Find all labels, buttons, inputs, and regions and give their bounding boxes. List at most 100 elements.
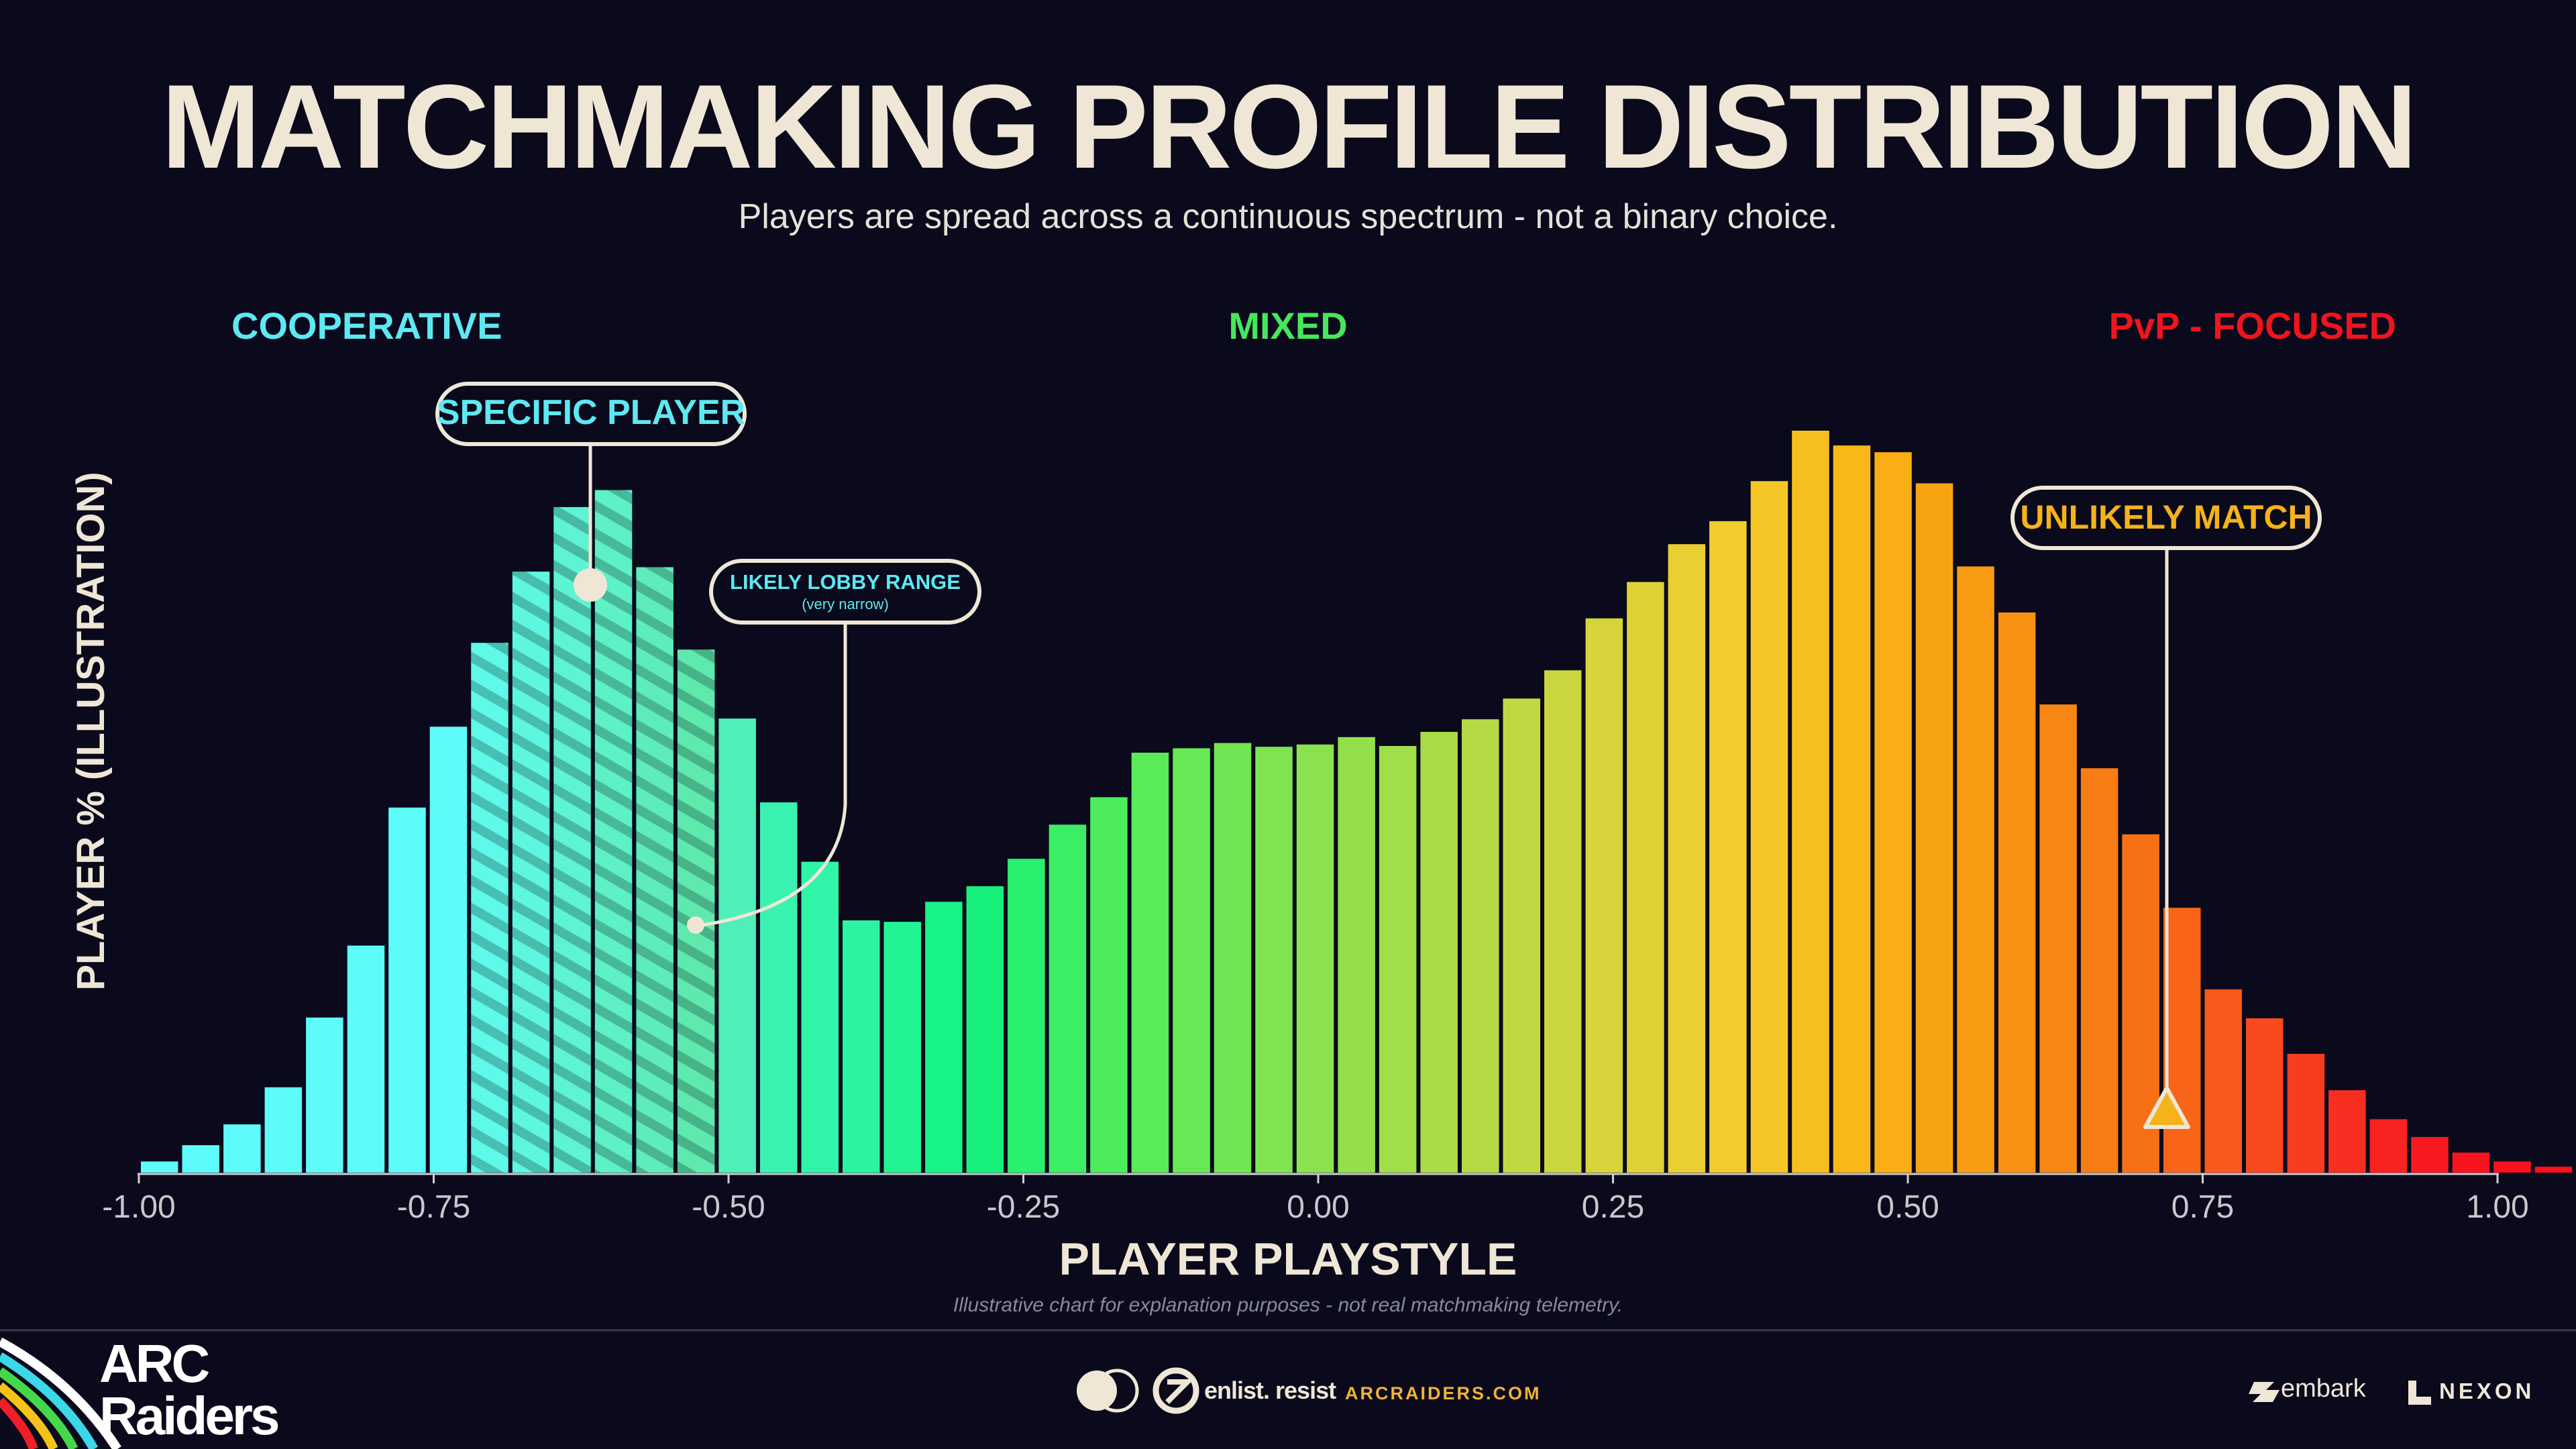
bar-4 <box>306 1017 343 1173</box>
bar-34 <box>1544 670 1582 1173</box>
bar-18 <box>883 922 921 1173</box>
zone-label-pvp-focused: PvP - FOCUSED <box>2109 305 2396 347</box>
nexon-logo-icon <box>2408 1381 2431 1405</box>
logo-stripe-cyan <box>0 1352 99 1449</box>
callout-unlikely-pill <box>2010 486 2322 550</box>
bar-24 <box>1131 753 1169 1173</box>
bar-20 <box>966 886 1004 1173</box>
bar-33 <box>1503 698 1540 1173</box>
chart-title: MATCHMAKING PROFILE DISTRIBUTION <box>161 60 2414 193</box>
bar-37 <box>1668 544 1706 1173</box>
bar-19 <box>925 902 963 1173</box>
lobby-hatch-11 <box>594 490 633 1173</box>
bar-7 <box>429 727 468 1173</box>
bar-42 <box>1874 452 1912 1173</box>
y-axis-title: PLAYER % (ILLUSTRATION) <box>69 472 113 990</box>
bar-36 <box>1627 582 1664 1173</box>
arc-raiders-logo: ARC Raiders <box>0 1334 281 1449</box>
publisher-nexon: NEXON <box>2439 1379 2534 1403</box>
bar-46 <box>2039 704 2077 1173</box>
logo-word-raiders: Raiders <box>99 1386 278 1446</box>
callout-lobby-label: LIKELY LOBBY RANGE <box>730 570 961 594</box>
x-tick-label-8: 1.00 <box>2466 1189 2528 1225</box>
logo-stripe-green <box>0 1367 78 1449</box>
logo-stripe-red <box>0 1397 38 1449</box>
bar-47 <box>2080 768 2118 1173</box>
studio-mark-ring-icon <box>1095 1368 1139 1413</box>
bar-38 <box>1709 521 1747 1173</box>
callout-lobby-leader <box>697 621 847 928</box>
callout-unlikely-label: UNLIKELY MATCH <box>2020 498 2312 536</box>
bar-56 <box>2452 1152 2490 1173</box>
logo-word-arc: ARC <box>99 1334 209 1393</box>
bar-29 <box>1338 737 1375 1173</box>
lobby-hatch-8 <box>471 643 508 1173</box>
bar-3 <box>264 1087 303 1173</box>
x-tick-label-3: -0.25 <box>987 1189 1060 1225</box>
specific-player-marker <box>574 568 607 602</box>
logo-stripe-white <box>0 1337 121 1449</box>
lobby-hatch-10 <box>553 506 591 1173</box>
unlikely-match-marker <box>2143 1086 2190 1129</box>
bar-52 <box>2287 1054 2325 1173</box>
bar-43 <box>1915 483 1953 1173</box>
footer-tagline: enlist. resist <box>1204 1377 1336 1404</box>
x-axis-ticks: -1.00 -0.75 -0.50 -0.25 0.00 0.25 0.50 0.75 1.00 <box>102 1174 2529 1225</box>
x-tick-label-7: 0.75 <box>2171 1189 2234 1225</box>
callout-specific-player-label: SPECIFIC PLAYER <box>437 393 745 432</box>
chart-subtitle: Players are spread across a continuous s… <box>739 197 1838 236</box>
bar-17 <box>843 920 880 1173</box>
x-axis-title: PLAYER PLAYSTYLE <box>1059 1234 1517 1285</box>
lobby-range-hatch-overlay <box>471 490 715 1173</box>
bar-50 <box>2204 989 2242 1173</box>
callout-unlikely-match: UNLIKELY MATCH <box>2010 486 2322 1129</box>
x-tick-label-0: -1.00 <box>102 1189 175 1225</box>
bar-32 <box>1462 719 1499 1173</box>
enlist-emblem-arrow-icon <box>1165 1379 1194 1404</box>
x-tick-label-1: -0.75 <box>397 1189 470 1225</box>
callout-lobby-sublabel: (very narrow) <box>802 596 889 612</box>
bar-5 <box>347 945 385 1173</box>
embark-logo-icon <box>2249 1382 2279 1402</box>
bar-6 <box>388 807 426 1173</box>
bar-16 <box>801 861 839 1173</box>
lobby-hatch-9 <box>512 572 550 1173</box>
enlist-emblem-icon <box>1152 1367 1199 1414</box>
bar-1 <box>182 1145 219 1173</box>
bar-40 <box>1792 431 1829 1173</box>
lobby-hatch-12 <box>636 567 674 1173</box>
bar-41 <box>1833 445 1871 1173</box>
bar-28 <box>1296 744 1334 1173</box>
bar-44 <box>1957 566 1994 1173</box>
bar-0 <box>141 1161 178 1173</box>
bar-2 <box>223 1124 261 1173</box>
lobby-range-marker <box>687 916 704 934</box>
bar-31 <box>1420 732 1458 1173</box>
bar-57 <box>2493 1161 2531 1173</box>
x-tick-label-6: 0.50 <box>1876 1189 1939 1225</box>
bar-30 <box>1379 746 1417 1173</box>
zone-label-cooperative: COOPERATIVE <box>231 305 502 347</box>
callout-specific-player-pill <box>435 382 747 446</box>
bar-15 <box>760 802 798 1173</box>
publisher-logos: embark NEXON <box>2249 1375 2534 1405</box>
bar-54 <box>2369 1119 2408 1173</box>
x-tick-label-4: 0.00 <box>1287 1189 1349 1225</box>
lobby-hatch-13 <box>677 649 715 1173</box>
footer-center: enlist. resist ARCRAIDERS.COM <box>1077 1367 1542 1414</box>
x-tick-label-2: -0.50 <box>692 1189 765 1225</box>
bar-39 <box>1750 481 1788 1173</box>
zone-label-mixed: MIXED <box>1228 305 1347 347</box>
bar-35 <box>1585 618 1623 1173</box>
footnote: Illustrative chart for explanation purpo… <box>953 1294 1623 1316</box>
footer-url[interactable]: ARCRAIDERS.COM <box>1345 1383 1542 1403</box>
bar-53 <box>2328 1090 2366 1173</box>
bar-23 <box>1090 797 1128 1173</box>
x-tick-label-5: 0.25 <box>1582 1189 1644 1225</box>
bar-14 <box>718 718 756 1173</box>
bar-55 <box>2411 1136 2449 1173</box>
bar-25 <box>1173 748 1210 1173</box>
bar-21 <box>1008 859 1045 1173</box>
publisher-embark: embark <box>2281 1375 2367 1403</box>
bar-51 <box>2246 1018 2284 1173</box>
